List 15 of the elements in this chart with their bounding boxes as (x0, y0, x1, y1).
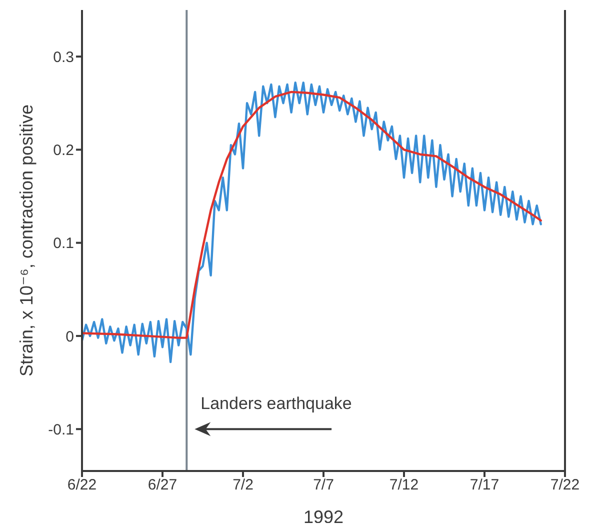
x-tick-label: 7/12 (389, 476, 419, 494)
y-tick-label: -0.1 (48, 421, 74, 438)
x-tick-label: 6/22 (67, 476, 97, 494)
y-axis-title: Strain, x 10⁻⁶, contraction positive (16, 104, 36, 377)
x-tick-label: 7/7 (313, 476, 334, 494)
y-tick-label: 0.3 (53, 48, 74, 66)
y-tick-label: 0 (66, 328, 74, 346)
x-tick-label: 6/27 (148, 476, 178, 494)
y-tick-label: 0.1 (53, 235, 74, 252)
y-tick-label: 0.2 (53, 142, 74, 160)
x-axis-title: 1992 (303, 507, 344, 527)
x-tick-label: 7/22 (550, 476, 580, 494)
annotation: Landers earthquake (200, 394, 352, 414)
x-tick-label: 7/17 (470, 476, 500, 494)
x-tick-label: 7/2 (232, 476, 254, 494)
